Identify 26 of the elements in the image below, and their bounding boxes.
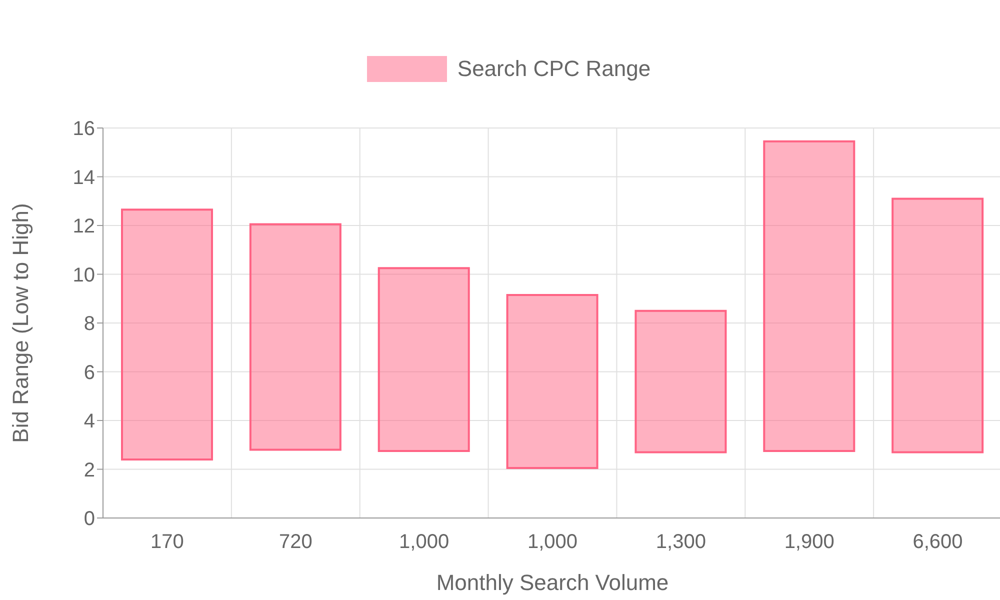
y-tick-label: 4: [84, 410, 95, 433]
x-tick-label: 720: [278, 531, 312, 554]
x-tick-label: 1,300: [656, 531, 706, 554]
bar: [121, 208, 213, 460]
x-axis-title: Monthly Search Volume: [436, 570, 669, 595]
bar: [249, 223, 342, 451]
y-tick-label: 6: [84, 362, 95, 384]
bar: [892, 198, 984, 454]
x-tick-label: 6,600: [912, 531, 963, 554]
x-tick-label: 1,000: [527, 531, 578, 554]
bar: [378, 267, 470, 452]
legend-label: Search CPC Range: [457, 56, 651, 82]
y-tick-label: 2: [84, 459, 95, 482]
bar: [506, 294, 598, 470]
bar: [763, 140, 856, 452]
y-tick-label: 0: [84, 508, 95, 530]
bar: [634, 310, 727, 454]
y-tick-label: 12: [72, 216, 95, 238]
y-tick-label: 14: [72, 166, 95, 189]
x-tick-label: 1,900: [784, 531, 834, 554]
y-tick-label: 8: [84, 313, 95, 336]
x-tick-label: 170: [150, 531, 184, 554]
y-tick-label: 16: [72, 118, 95, 140]
x-tick-label: 1,000: [399, 531, 450, 554]
y-tick-label: 10: [72, 264, 95, 286]
y-axis-title: Bid Range (Low to High): [8, 203, 33, 443]
